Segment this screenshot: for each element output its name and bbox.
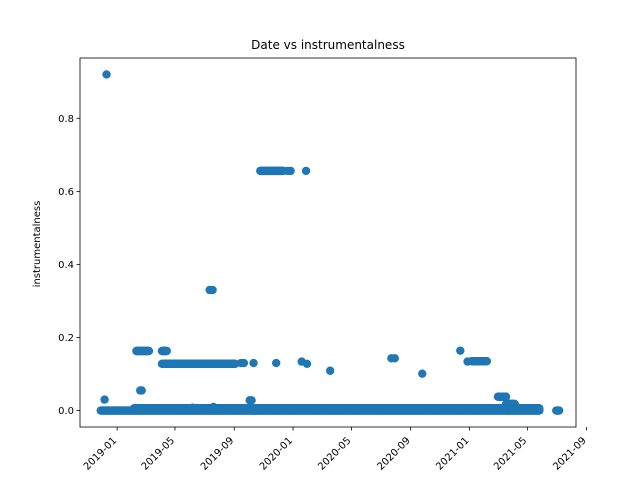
data-point <box>208 285 217 295</box>
data-point <box>554 406 564 415</box>
scatter-points <box>96 70 564 415</box>
y-tick-label: 0.4 <box>58 260 74 271</box>
plot-area-frame <box>79 57 577 428</box>
data-point <box>188 403 197 412</box>
data-point <box>302 359 312 368</box>
data-point <box>535 404 544 413</box>
data-point <box>286 166 295 176</box>
data-point <box>501 392 511 401</box>
data-point <box>209 402 218 412</box>
data-point <box>456 346 465 355</box>
data-point <box>239 358 249 368</box>
y-tick-label: 0.0 <box>58 406 74 417</box>
data-point <box>463 357 472 366</box>
y-tick-label: 0.6 <box>58 187 74 198</box>
y-tick-label: 0.2 <box>58 333 74 344</box>
data-point <box>271 358 281 368</box>
data-point <box>325 366 335 375</box>
data-point <box>102 70 111 79</box>
y-axis-ticks: 0.0 0.2 0.4 0.6 0.8 <box>58 114 80 417</box>
data-point <box>137 386 146 395</box>
data-point <box>390 354 399 363</box>
data-point <box>482 357 492 366</box>
data-point <box>100 395 109 404</box>
y-axis-label: instrumentalness <box>32 201 43 288</box>
data-point <box>301 166 311 176</box>
data-point <box>247 396 256 405</box>
data-point <box>144 346 154 356</box>
y-tick-label: 0.8 <box>58 114 74 125</box>
chart-title: Date vs instrumentalness <box>251 38 405 52</box>
data-point <box>162 346 171 356</box>
data-point <box>249 358 258 368</box>
data-point <box>418 369 427 378</box>
